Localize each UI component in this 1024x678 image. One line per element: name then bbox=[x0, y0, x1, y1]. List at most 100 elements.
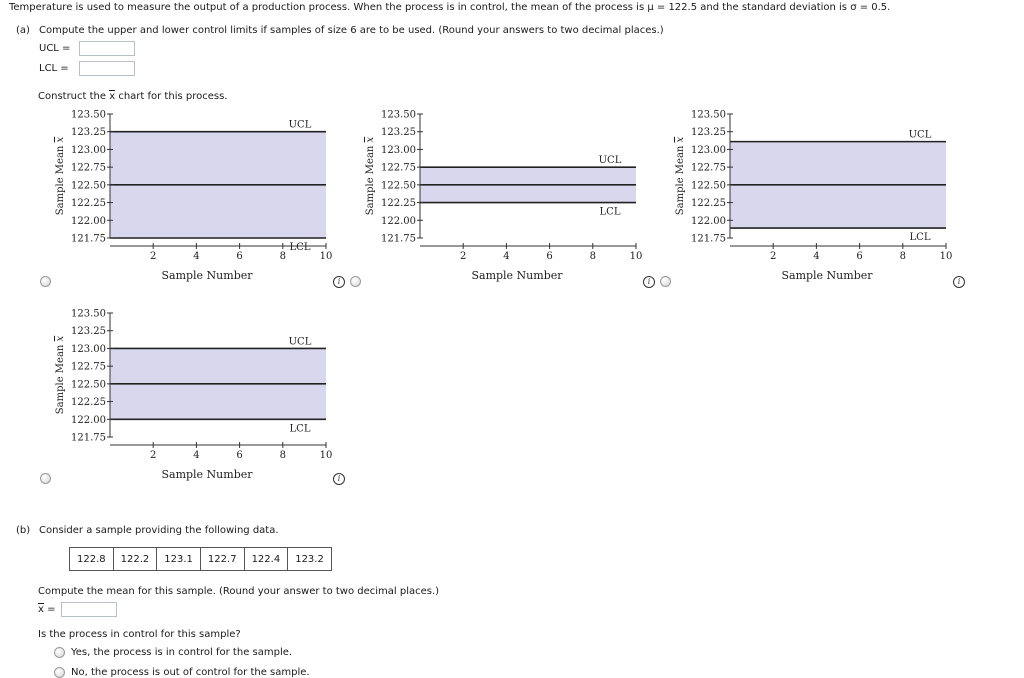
x-tick-label: 10 bbox=[630, 251, 643, 262]
lcl-label: LCL bbox=[290, 423, 311, 434]
x-tick-label: 8 bbox=[590, 251, 596, 262]
chart-option-4-radio[interactable] bbox=[40, 473, 51, 484]
y-axis-title-xbar: x bbox=[365, 136, 376, 142]
control-chart-option-2: 123.50 123.25 123.00 122.75 122.50 122.25 122.… bbox=[365, 110, 643, 283]
x-axis-title: Sample Number bbox=[161, 269, 253, 282]
y-tick-label: 123.00 bbox=[71, 145, 106, 156]
y-tick-label: 123.00 bbox=[71, 344, 106, 355]
sample-value-cell: 122.2 bbox=[112, 547, 158, 571]
y-tick-label: 121.75 bbox=[71, 433, 106, 444]
sample-mean-input[interactable] bbox=[61, 602, 117, 617]
part-b-question: Consider a sample providing the followin… bbox=[39, 525, 279, 536]
y-axis-title-text: Sample Mean bbox=[675, 142, 686, 215]
y-tick-label: 122.00 bbox=[691, 216, 726, 227]
lcl-input[interactable] bbox=[79, 61, 135, 76]
info-icon[interactable]: i bbox=[333, 276, 345, 288]
y-tick-label: 123.50 bbox=[691, 110, 726, 121]
xbar-label: x = bbox=[38, 603, 56, 615]
info-icon[interactable]: i bbox=[953, 276, 965, 288]
control-question: Is the process in control for this sampl… bbox=[38, 629, 241, 640]
sample-value-cell: 123.2 bbox=[287, 547, 332, 571]
lcl-label: LCL bbox=[910, 232, 931, 243]
y-tick-label: 121.75 bbox=[71, 234, 106, 245]
x-tick-label: 4 bbox=[503, 251, 509, 262]
y-tick-label: 122.50 bbox=[71, 180, 106, 191]
x-axis-title: Sample Number bbox=[781, 269, 873, 282]
y-tick-label: 123.50 bbox=[381, 110, 416, 121]
y-tick-label: 123.25 bbox=[691, 127, 726, 138]
y-tick-label: 122.25 bbox=[71, 198, 106, 209]
y-tick-label: 123.50 bbox=[71, 309, 106, 320]
control-chart-option-3: 123.50 123.25 123.00 122.75 122.50 122.25 122.… bbox=[675, 110, 953, 283]
table-row: 122.8 122.2 123.1 122.7 122.4 123.2 bbox=[69, 547, 332, 571]
y-tick-label: 122.25 bbox=[71, 397, 106, 408]
y-tick-label: 122.00 bbox=[71, 415, 106, 426]
chart-option-1-radio[interactable] bbox=[40, 276, 51, 287]
ucl-label: UCL = bbox=[39, 43, 71, 54]
y-axis-title-text: Sample Mean bbox=[365, 142, 376, 215]
info-icon[interactable]: i bbox=[643, 276, 655, 288]
x-tick-label: 4 bbox=[193, 251, 199, 262]
construct-prefix: Construct the bbox=[38, 91, 107, 102]
control-chart-option-4: 123.50 123.25 123.00 122.75 122.50 122.25 122.… bbox=[55, 309, 333, 482]
y-tick-label: 122.50 bbox=[71, 379, 106, 390]
y-tick-label: 122.50 bbox=[691, 180, 726, 191]
out-of-control-option-label: No, the process is out of control for th… bbox=[71, 667, 310, 678]
x-tick-label: 10 bbox=[320, 450, 333, 461]
lcl-label: LCL = bbox=[39, 63, 69, 74]
x-tick-label: 8 bbox=[280, 251, 286, 262]
x-tick-label: 6 bbox=[546, 251, 552, 262]
y-tick-label: 123.50 bbox=[71, 110, 106, 121]
y-tick-label: 122.25 bbox=[381, 198, 416, 209]
lcl-label: LCL bbox=[290, 242, 311, 253]
chart-option-3-radio[interactable] bbox=[660, 276, 671, 287]
y-tick-label: 122.00 bbox=[381, 216, 416, 227]
ucl-label: UCL bbox=[909, 130, 932, 141]
in-control-radio[interactable] bbox=[54, 647, 65, 658]
xbar-symbol: x bbox=[109, 90, 116, 102]
sample-value-cell: 122.4 bbox=[243, 547, 289, 571]
y-tick-label: 122.25 bbox=[691, 198, 726, 209]
x-tick-label: 6 bbox=[236, 251, 242, 262]
out-of-control-radio[interactable] bbox=[54, 667, 65, 678]
x-tick-label: 10 bbox=[940, 251, 953, 262]
y-axis-title: Sample Mean x bbox=[675, 136, 686, 215]
sample-data-table: 122.8 122.2 123.1 122.7 122.4 123.2 bbox=[69, 547, 332, 571]
x-axis-title: Sample Number bbox=[471, 269, 563, 282]
y-axis-title: Sample Mean x bbox=[365, 136, 376, 215]
x-tick-label: 6 bbox=[236, 450, 242, 461]
y-tick-label: 123.00 bbox=[381, 145, 416, 156]
x-tick-label: 4 bbox=[193, 450, 199, 461]
info-icon[interactable]: i bbox=[333, 473, 345, 485]
lcl-label: LCL bbox=[600, 207, 621, 218]
chart-option-2-radio[interactable] bbox=[350, 276, 361, 287]
sample-value-cell: 122.8 bbox=[69, 547, 114, 571]
y-tick-label: 122.75 bbox=[71, 362, 106, 373]
y-tick-label: 123.25 bbox=[71, 127, 106, 138]
x-tick-label: 2 bbox=[770, 251, 776, 262]
ucl-label: UCL bbox=[289, 120, 312, 131]
construct-suffix: chart for this process. bbox=[118, 91, 228, 102]
ucl-label: UCL bbox=[599, 155, 622, 166]
construct-chart-instruction: Construct the x chart for this process. bbox=[38, 90, 228, 102]
y-axis-title: Sample Mean x bbox=[55, 136, 66, 215]
y-tick-label: 121.75 bbox=[381, 234, 416, 245]
ucl-input[interactable] bbox=[79, 41, 135, 56]
x-axis-title: Sample Number bbox=[161, 468, 253, 481]
sample-value-cell: 123.1 bbox=[156, 547, 201, 571]
part-a-label: (a) bbox=[16, 25, 30, 36]
y-axis-title-xbar: x bbox=[675, 136, 686, 142]
control-chart-option-1: 123.50 123.25 123.00 122.75 122.50 122.25 122.… bbox=[55, 110, 333, 283]
y-tick-label: 121.75 bbox=[691, 234, 726, 245]
mean-question: Compute the mean for this sample. (Round… bbox=[38, 586, 440, 597]
y-tick-label: 122.75 bbox=[71, 163, 106, 174]
y-axis-title-text: Sample Mean bbox=[55, 341, 66, 414]
y-tick-label: 122.75 bbox=[691, 163, 726, 174]
x-tick-label: 8 bbox=[900, 251, 906, 262]
xbar-equals: = bbox=[47, 604, 56, 615]
x-tick-label: 10 bbox=[320, 251, 333, 262]
x-tick-label: 2 bbox=[150, 450, 156, 461]
intro-text: Temperature is used to measure the outpu… bbox=[9, 2, 891, 13]
y-tick-label: 123.25 bbox=[71, 326, 106, 337]
x-tick-label: 4 bbox=[813, 251, 819, 262]
